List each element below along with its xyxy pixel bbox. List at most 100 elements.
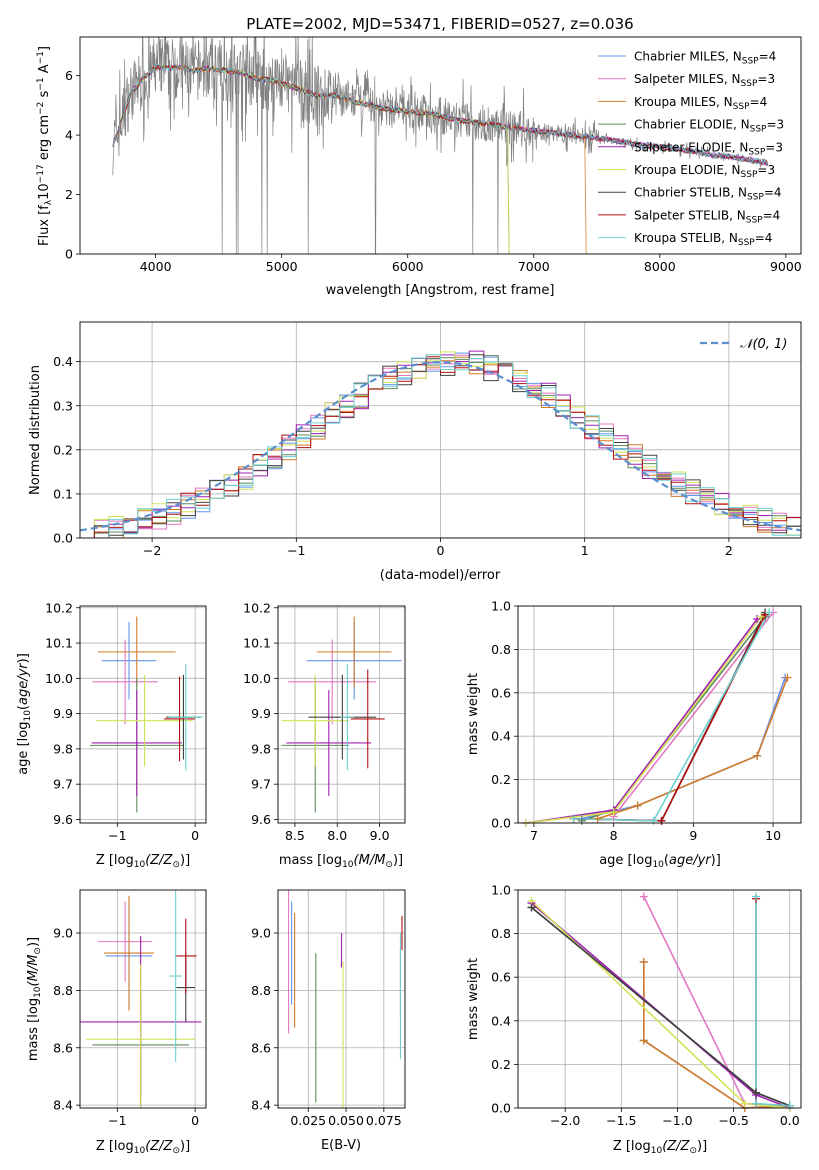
age-z-plot-area: [80, 606, 206, 823]
spectrum-xtick-label: 6000: [392, 259, 424, 274]
mw-age-marker: [657, 816, 666, 825]
mw-z-plot-area: [518, 890, 801, 1108]
mass-z-xlabel-part: (Z/Z: [145, 1139, 173, 1154]
spectrum-legend-label-part: Chabrier ELODIE, N: [634, 118, 750, 132]
mw-age-ytick-label: 0.2: [491, 772, 511, 787]
mw-age-xlabel-part: age/yr: [669, 853, 712, 868]
mass-ebv-xtick-label: 0.050: [328, 1113, 364, 1128]
mw-z-xtick-label: −0.5: [718, 1113, 748, 1128]
spectrum-model-line: [112, 63, 768, 166]
mass-z-ylabel-part: 10: [33, 986, 43, 998]
spectrum-xtick-label: 8000: [644, 259, 676, 274]
spectrum-legend-label-part: =4: [763, 208, 781, 222]
spectrum-ytick-label: 0: [65, 247, 73, 262]
spectrum-model-line: [112, 64, 769, 166]
spectrum-legend-label-part: SSP: [738, 238, 755, 248]
age-z-ylabel-part: (: [16, 705, 31, 710]
spectrum-axes-plot-area: [112, 37, 769, 254]
spectrum-model-line: [112, 63, 768, 254]
mass-z-ytick-label: 8.4: [53, 1098, 73, 1113]
age-z: −1 09.69.79.89.910.010.110.2Z [log10(Z/Z⊙…: [16, 600, 207, 870]
spectrum-ytick-label: 6: [65, 68, 73, 83]
age-z-xtick-label: −1: [108, 828, 126, 843]
spectrum-legend-label-part: =4: [755, 231, 773, 245]
mw-z-xlabel-part: )]: [697, 1139, 707, 1154]
age-z-xlabel-part: )]: [180, 853, 190, 868]
mw-age-marker: [609, 808, 618, 817]
residual-ytick-label: 0.0: [53, 531, 73, 546]
spectrum-title: PLATE=2002, MJD=53471, FIBERID=0527, z=0…: [246, 15, 633, 33]
spectrum-xtick-label: 7000: [518, 259, 550, 274]
spectrum-legend-label: Salpeter ELODIE, NSSP=3: [634, 140, 783, 157]
mw-z-series-line: [643, 896, 790, 1107]
spectrum-legend-label-part: SSP: [741, 170, 758, 180]
residual-ytick-label: 0.1: [53, 486, 73, 501]
spectrum-ylabel-part: A: [37, 64, 52, 77]
spectrum-legend-label-part: SSP: [741, 79, 758, 89]
residual-frame: [79, 321, 802, 539]
age-mass-ytick-label: 9.8: [251, 741, 271, 756]
age-z-ytick-label: 10.1: [45, 636, 73, 651]
spectrum-ylabel-part: −1: [36, 51, 46, 64]
age-z-ylabel-part: age [log: [16, 722, 31, 775]
mw-z-ytick-label: 0.2: [491, 1057, 511, 1072]
mw-age-xtick-label: 8: [610, 828, 618, 843]
spectrum-legend-label-part: SSP: [747, 193, 764, 203]
residual-xtick-label: 2: [725, 543, 733, 558]
mass-ebv-ytick-label: 8.6: [251, 1040, 271, 1055]
spectrum-legend-label-part: Chabrier STELIB, N: [634, 186, 747, 200]
age-mass-xlabel-part: )]: [393, 853, 403, 868]
age-z-xlabel: Z [log10(Z/Z⊙)]: [96, 853, 190, 870]
age-z-frame: [79, 605, 207, 824]
spectrum-legend-label-part: =4: [750, 95, 768, 109]
mw-age-xlabel-part: 10: [652, 860, 664, 870]
mw-age-ytick-label: 1.0: [491, 599, 511, 614]
mw-z-marker: [740, 1099, 749, 1108]
mass-z-xlabel-part: Z [log: [96, 1139, 134, 1154]
mw-age-xlabel: age [log10(age/yr)]: [599, 853, 721, 870]
spectrum-ylabel-part: −2: [36, 102, 46, 115]
mw-age-marker: [569, 814, 578, 823]
mw-z-marker: [752, 1088, 761, 1097]
mw-z-series-line: [642, 961, 790, 1108]
spectrum-legend-label-part: SSP: [748, 147, 765, 157]
mw-z-ytick-label: 0.4: [491, 1013, 511, 1028]
spectrum-legend-label-part: =4: [759, 50, 777, 64]
spectrum-legend-label-part: Kroupa STELIB, N: [634, 231, 738, 245]
mw-z-xlabel-part: (Z/Z: [662, 1139, 690, 1154]
mw-z-series-line: [755, 896, 790, 1107]
age-z-ytick-label: 10.0: [45, 671, 73, 686]
age-mass: 8.5 8.0 9.0 9.6 9.7 9.8 9.9 10.0 10.1 10.2 mass [l…: [243, 600, 406, 870]
mass-z: −1 08.48.68.89.0Z [log10(Z/Z⊙)]mass [log1…: [26, 889, 207, 1156]
age-mass-frame: [277, 605, 406, 824]
mw-z-xtick-label: −1.5: [606, 1113, 636, 1128]
spectrum-legend-label-part: =3: [757, 72, 775, 86]
spectrum-model-line: [112, 64, 768, 254]
age-mass-xlabel-part: 10: [342, 860, 354, 870]
residual-ytick-label: 0.3: [53, 398, 73, 413]
mass-z-xlabel-part: ⊙: [172, 1146, 180, 1156]
mw-age-xtick-label: 7: [530, 828, 538, 843]
spectrum-legend-label-part: SSP: [742, 57, 759, 67]
mw-age-series-line: [581, 677, 786, 820]
spectrum-legend-label-part: SSP: [733, 102, 750, 112]
residual-histogram: [80, 354, 801, 538]
residual-xtick-label: −1: [287, 543, 305, 558]
age-z-xlabel-part: Z [log: [96, 853, 134, 868]
residual-ytick-label: 0.4: [53, 354, 73, 369]
spectrum-ylabel-part: λ: [44, 199, 54, 205]
spectrum-legend-label: Salpeter STELIB, NSSP=4: [634, 208, 780, 225]
mass-ebv-xtick-label: 0.075: [366, 1113, 402, 1128]
mw-z-ytick-label: 0.6: [491, 970, 511, 985]
mw-z: −2.0 −1.5 −1.0 −0.5 0.0 0.0 0.2 0.4 0.6 0.8 1.0 Z […: [466, 883, 802, 1156]
mw-age-series-line: [613, 612, 774, 817]
mw-z-marker: [785, 1101, 794, 1110]
spectrum-ylabel-part: 10: [37, 183, 52, 200]
mass-z-ylabel-part: mass [log: [26, 998, 41, 1061]
residual-axes: −2 −1 0 1 2 0.0 0.1 0.2 0.3 0.4 (data-model)/error…: [28, 321, 802, 583]
spectrum-legend-label: Chabrier MILES, NSSP=4: [634, 50, 776, 67]
residual-ylabel: Normed distribution: [28, 365, 43, 495]
age-z-ylabel-part: )]: [16, 653, 31, 663]
age-mass-ytick-label: 10.1: [243, 636, 271, 651]
mw-age-ytick-label: 0.4: [491, 729, 511, 744]
